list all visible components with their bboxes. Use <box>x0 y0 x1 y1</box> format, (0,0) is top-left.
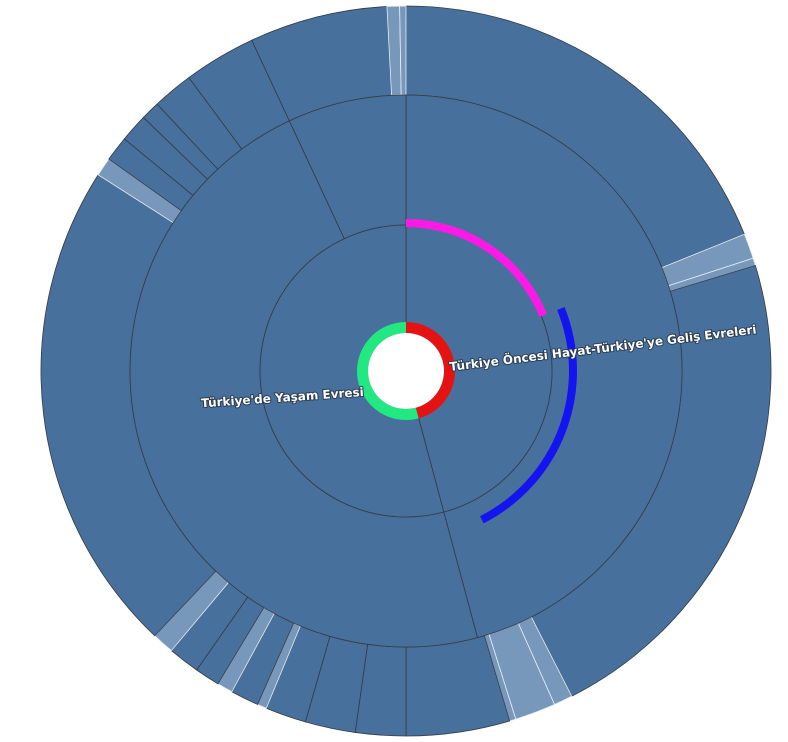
colored-accent-arcs <box>356 219 578 524</box>
inner-ring <box>259 224 553 518</box>
sunburst-segment-l2-26[interactable] <box>399 5 407 96</box>
outer-ring <box>40 5 772 737</box>
center-hole <box>368 333 444 409</box>
accent-mid-lower <box>480 306 578 524</box>
accent-mid-upper <box>406 219 547 318</box>
accent-root-right <box>406 322 455 419</box>
accent-root-left <box>356 322 419 420</box>
